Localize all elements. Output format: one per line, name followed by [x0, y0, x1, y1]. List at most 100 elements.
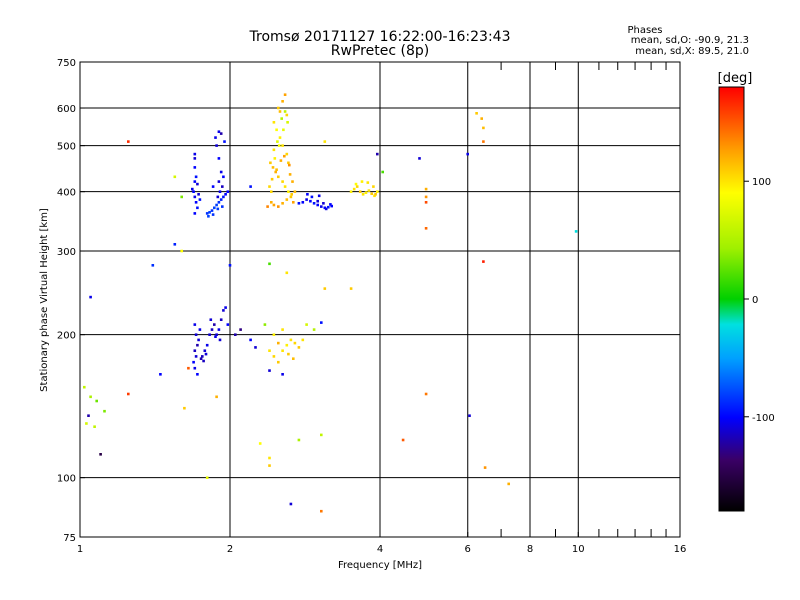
data-point — [173, 175, 177, 179]
data-point — [282, 128, 285, 132]
data-point — [281, 328, 284, 331]
data-point — [297, 346, 301, 349]
data-point — [276, 140, 279, 143]
data-point — [254, 346, 257, 349]
data-point — [289, 502, 293, 506]
data-point — [285, 343, 289, 347]
data-point — [210, 209, 214, 212]
data-point — [293, 341, 297, 345]
data-point — [277, 175, 280, 179]
data-point — [374, 193, 377, 196]
data-point — [222, 175, 225, 179]
data-point — [192, 360, 195, 364]
data-point — [367, 189, 371, 192]
data-point — [281, 202, 284, 205]
chart-title: Tromsø 20171127 16:22:00-16:23:43 — [249, 29, 511, 45]
chart-subtitle: RwPretec (8p) — [331, 43, 429, 59]
data-point — [180, 249, 183, 253]
x-axis-label: Frequency [MHz] — [338, 560, 422, 571]
data-point — [275, 128, 278, 132]
data-point — [361, 193, 365, 196]
data-point — [287, 161, 290, 165]
data-point — [281, 144, 284, 147]
data-point — [283, 185, 287, 188]
data-point — [272, 121, 276, 124]
data-point — [574, 230, 578, 233]
data-point — [219, 318, 223, 321]
data-point — [89, 295, 92, 299]
x-tick-label: 2 — [227, 544, 233, 555]
y-tick-labels: 75 100 200 300 400 500 600 750 — [57, 58, 85, 544]
data-point — [224, 306, 227, 309]
data-point — [249, 338, 252, 342]
data-point — [324, 207, 328, 211]
data-point — [183, 406, 186, 410]
data-point — [226, 323, 230, 326]
data-point — [329, 203, 332, 206]
data-point — [187, 366, 190, 370]
data-point — [197, 193, 200, 196]
data-point — [283, 154, 286, 158]
data-point — [208, 333, 211, 336]
data-point — [268, 185, 271, 188]
data-point — [196, 343, 199, 347]
data-point — [301, 201, 305, 204]
data-point — [222, 195, 225, 199]
data-point — [193, 157, 197, 160]
data-point — [215, 333, 218, 336]
data-point — [281, 100, 284, 103]
data-point — [278, 136, 282, 139]
data-point — [285, 152, 289, 156]
data-point — [219, 132, 223, 135]
data-point — [480, 117, 483, 120]
data-point — [204, 352, 208, 356]
data-point — [322, 202, 325, 205]
data-point — [223, 140, 226, 143]
data-point — [272, 148, 276, 152]
data-point — [272, 333, 276, 336]
colorbar-unit-label: [deg] — [718, 71, 753, 86]
data-point — [482, 126, 485, 130]
data-point — [301, 338, 305, 342]
data-point — [306, 193, 309, 196]
x-tick-label: 16 — [674, 544, 687, 555]
data-point — [286, 121, 289, 124]
data-point — [292, 357, 295, 360]
data-point — [376, 152, 379, 156]
data-point — [285, 113, 289, 117]
data-point — [219, 170, 223, 174]
y-tick-label: 500 — [57, 142, 76, 153]
data-point — [288, 163, 291, 167]
data-point — [218, 190, 222, 193]
data-point — [217, 130, 221, 133]
data-point — [373, 194, 376, 198]
data-point — [297, 202, 301, 205]
data-point — [482, 260, 485, 263]
data-point — [196, 206, 199, 210]
data-point — [424, 201, 428, 204]
data-point — [214, 136, 217, 139]
data-point — [194, 333, 198, 336]
data-point — [196, 182, 199, 186]
data-point — [199, 357, 203, 360]
data-point — [205, 476, 209, 479]
data-point — [221, 185, 224, 188]
data-point — [320, 433, 323, 437]
data-point — [466, 152, 469, 156]
data-point — [192, 190, 195, 193]
data-point — [354, 182, 358, 186]
data-point — [87, 414, 90, 417]
plot-area — [79, 61, 681, 538]
data-point — [207, 215, 210, 218]
data-point — [193, 323, 197, 326]
data-point — [202, 359, 205, 363]
data-point — [268, 369, 271, 372]
data-point — [277, 341, 280, 345]
data-point — [193, 180, 197, 183]
data-point — [297, 438, 301, 442]
data-point — [355, 185, 359, 188]
data-point — [217, 201, 221, 204]
data-point — [193, 212, 197, 215]
data-point — [197, 338, 200, 342]
data-point — [317, 194, 321, 198]
